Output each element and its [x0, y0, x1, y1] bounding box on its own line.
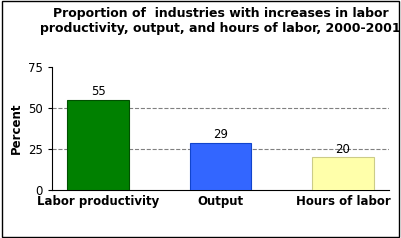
Text: Proportion of  industries with increases in labor
productivity, output, and hour: Proportion of industries with increases …: [40, 7, 401, 35]
Bar: [190, 143, 251, 190]
Text: 29: 29: [213, 128, 228, 141]
Bar: [312, 157, 374, 190]
Text: 20: 20: [336, 143, 350, 156]
Text: 55: 55: [91, 85, 105, 98]
Bar: [67, 100, 129, 190]
Y-axis label: Percent: Percent: [10, 103, 23, 154]
